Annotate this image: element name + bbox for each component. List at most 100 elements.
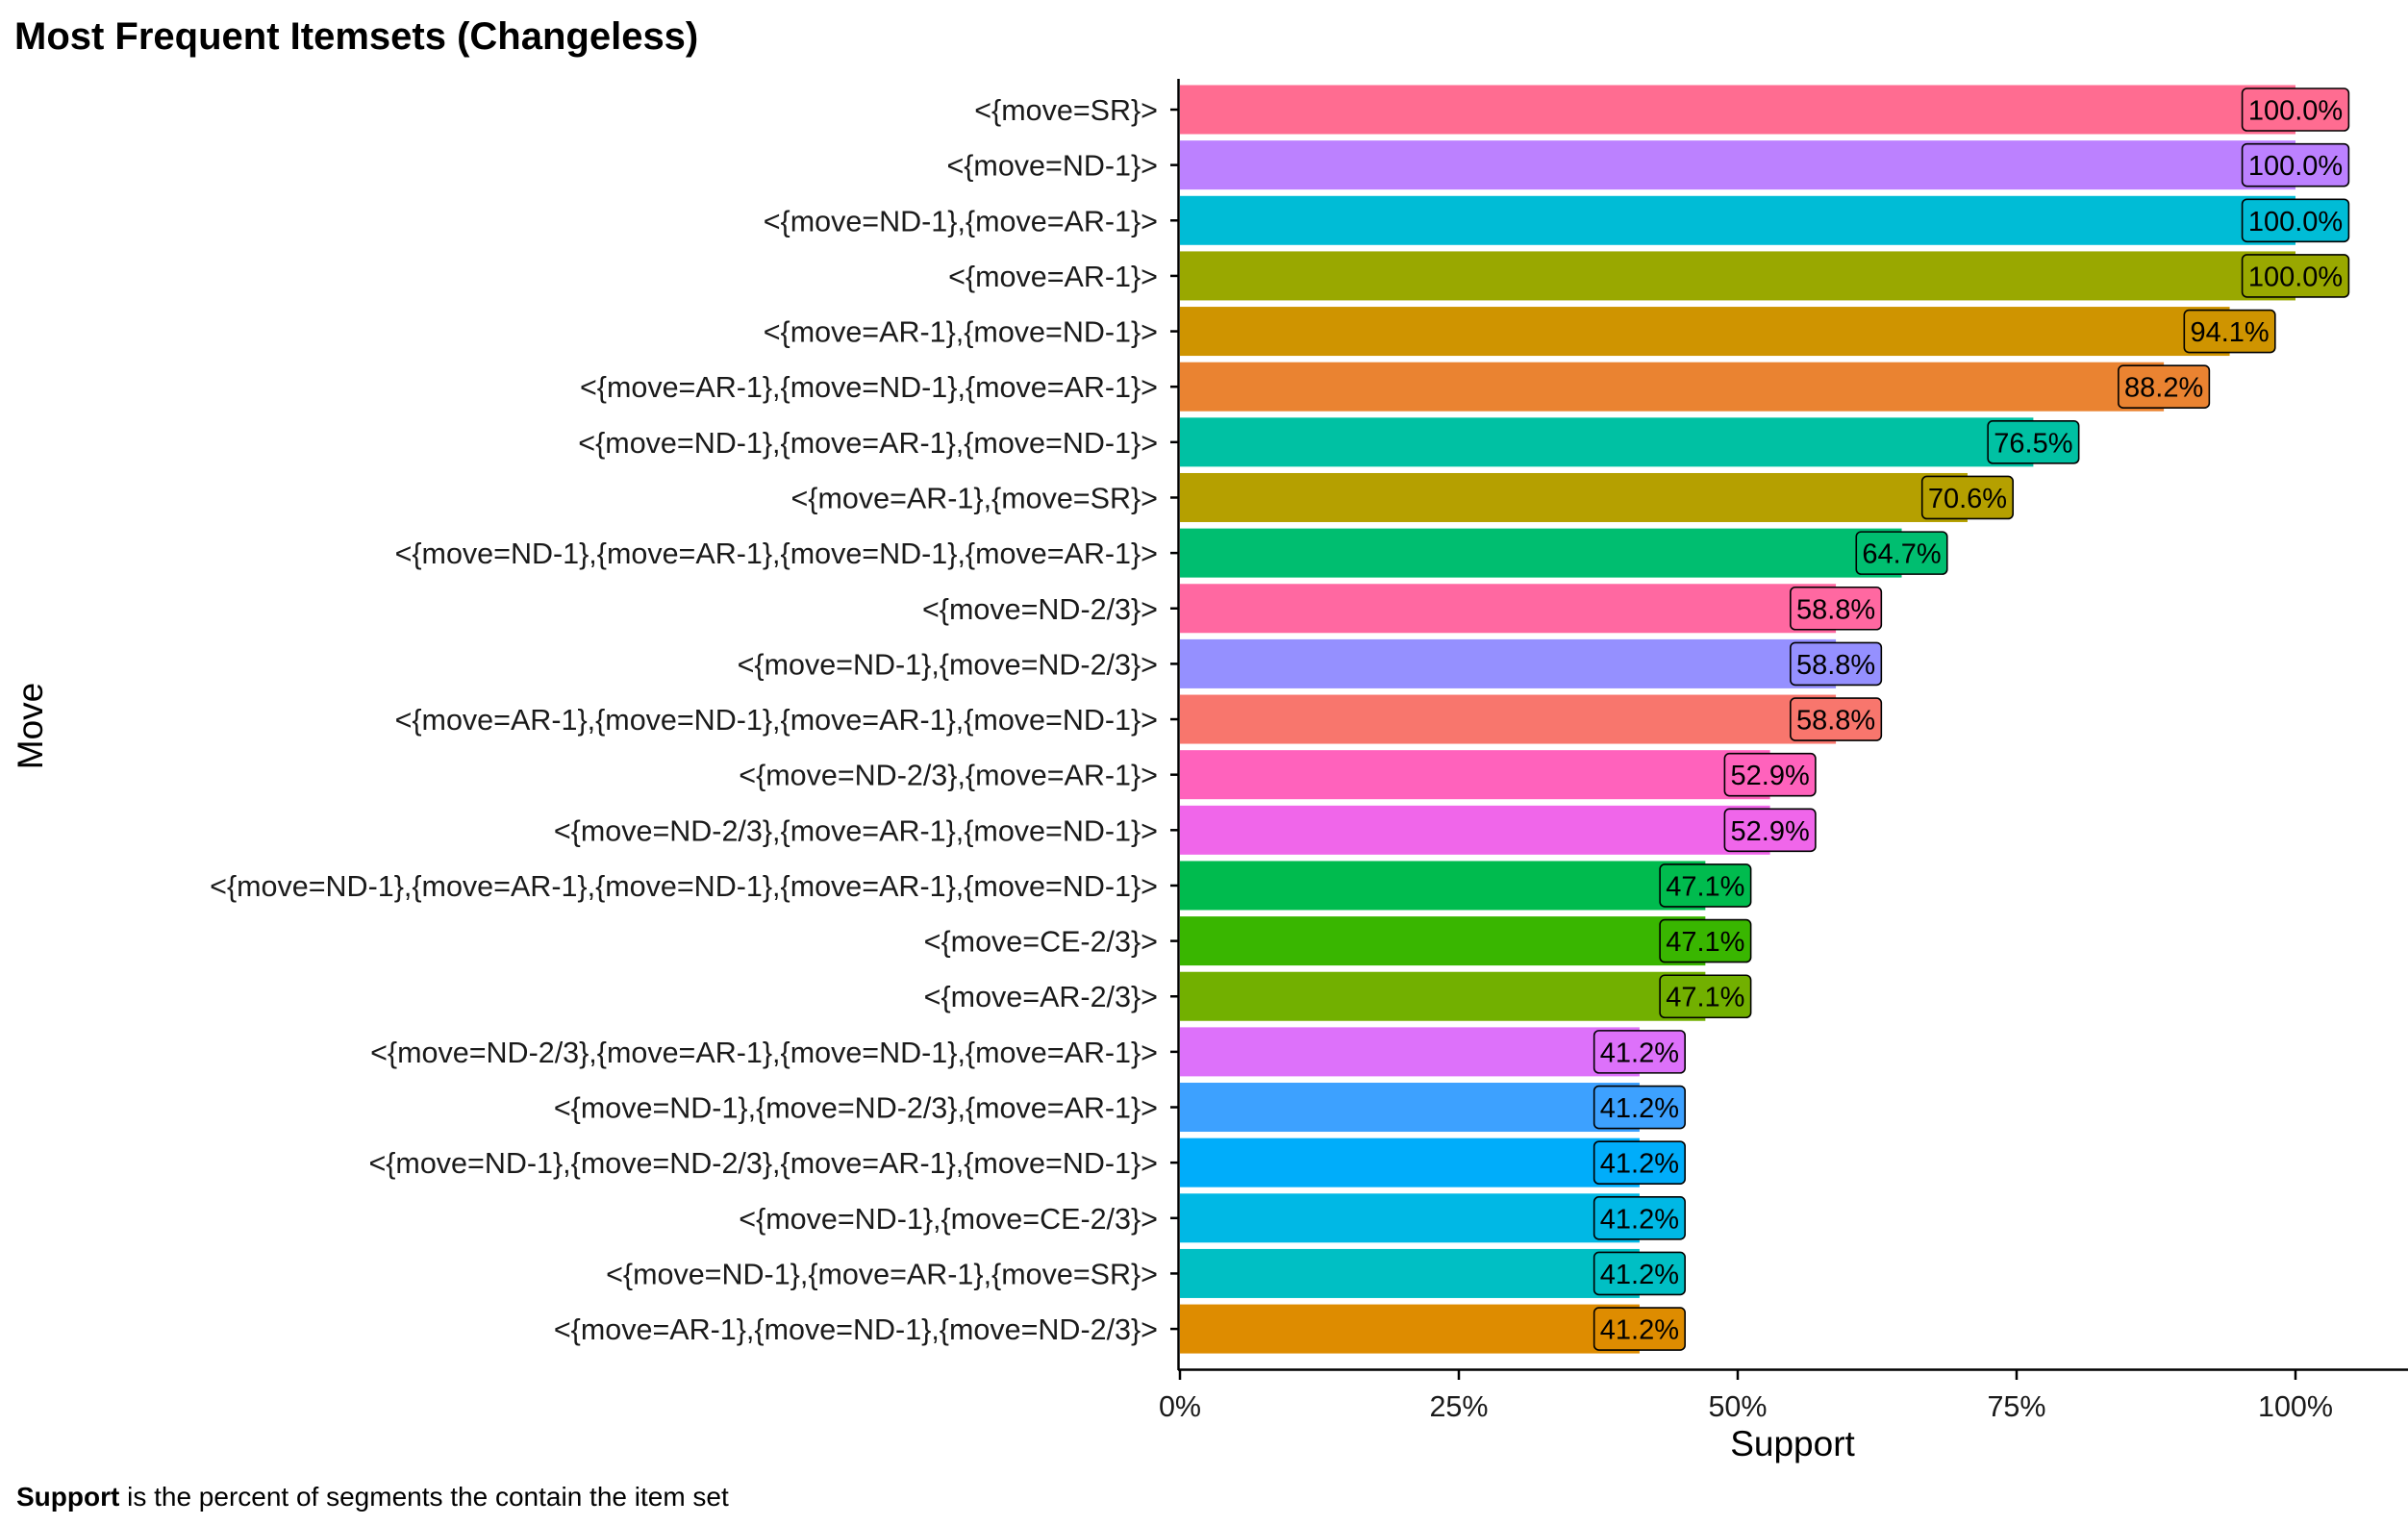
- data-label: 52.9%: [1731, 816, 1810, 847]
- data-label-box: [1659, 918, 1752, 963]
- category-label: <{move=ND-2/3},{move=AR-1},{move=ND-1},{…: [370, 1037, 1158, 1069]
- bar: [1180, 1027, 1640, 1077]
- category-label: <{move=ND-1},{move=CE-2/3}>: [739, 1203, 1158, 1236]
- caption-text: is the percent of segments the contain t…: [119, 1482, 729, 1512]
- category-label: <{move=ND-1},{move=ND-2/3}>: [738, 648, 1158, 681]
- category-label: <{move=ND-1}>: [946, 150, 1158, 183]
- bar: [1180, 750, 1770, 800]
- bar: [1180, 1304, 1640, 1354]
- data-label: 100.0%: [2248, 96, 2343, 127]
- data-label-box: [1593, 1307, 1686, 1351]
- category-label: <{move=ND-1},{move=ND-2/3},{move=AR-1},{…: [368, 1147, 1158, 1180]
- data-label: 41.2%: [1600, 1093, 1679, 1124]
- bar: [1180, 528, 1902, 578]
- category-label: <{move=AR-1},{move=ND-1}>: [764, 316, 1158, 349]
- data-label-box: [1920, 475, 2015, 520]
- data-label-box: [1659, 863, 1752, 908]
- category-label: <{move=AR-1},{move=ND-1},{move=ND-2/3}>: [554, 1313, 1158, 1346]
- x-tick-label: 0%: [1159, 1390, 1201, 1423]
- bar: [1180, 85, 2295, 135]
- category-label: <{move=AR-1},{move=SR}>: [791, 482, 1159, 514]
- data-label: 70.6%: [1928, 484, 2007, 514]
- data-label-box: [1723, 808, 1817, 853]
- data-label-box: [1593, 1140, 1686, 1185]
- data-label-box: [2241, 254, 2350, 298]
- caption: Support is the percent of segments the c…: [16, 1482, 729, 1512]
- bar: [1180, 1083, 1640, 1133]
- category-label: <{move=AR-1},{move=ND-1},{move=AR-1}>: [580, 371, 1158, 404]
- data-label: 58.8%: [1796, 594, 1875, 625]
- y-axis-title: Move: [11, 683, 50, 769]
- data-label-box: [1855, 531, 1948, 575]
- bar: [1180, 1193, 1640, 1243]
- data-label: 47.1%: [1666, 871, 1744, 902]
- bar: [1180, 1138, 1640, 1188]
- category-label: <{move=ND-1},{move=AR-1},{move=ND-1}>: [578, 427, 1158, 460]
- data-label-box: [1790, 586, 1883, 631]
- data-label: 58.8%: [1796, 706, 1875, 737]
- x-tick-label: 25%: [1429, 1390, 1488, 1423]
- bar: [1180, 417, 2034, 467]
- bar: [1180, 584, 1837, 634]
- bar: [1180, 1248, 1640, 1298]
- data-label: 100.0%: [2248, 151, 2343, 182]
- bar: [1180, 805, 1770, 855]
- category-label: <{move=ND-2/3},{move=AR-1},{move=ND-1}>: [554, 814, 1158, 847]
- data-label-box: [1593, 1251, 1686, 1296]
- x-tick-label: 100%: [2258, 1390, 2333, 1423]
- category-label: <{move=AR-1}>: [948, 261, 1158, 293]
- data-label-box: [2241, 88, 2350, 132]
- data-label-box: [1593, 1196, 1686, 1240]
- data-label: 58.8%: [1796, 650, 1875, 681]
- data-label-box: [2241, 198, 2350, 243]
- bar: [1180, 195, 2295, 245]
- caption-bold: Support: [16, 1482, 120, 1512]
- x-axis-ticks: 0% 25% 50% 75% 100%: [1159, 1370, 2333, 1423]
- category-label: <{move=AR-1},{move=ND-1},{move=AR-1},{mo…: [395, 704, 1158, 737]
- chart-title: Most Frequent Itemsets (Changeless): [14, 15, 698, 58]
- bar: [1180, 307, 2230, 357]
- data-label-box: [1790, 641, 1883, 687]
- data-label-box: [1723, 752, 1817, 797]
- category-label: <{move=ND-1},{move=ND-2/3},{move=AR-1}>: [554, 1092, 1158, 1125]
- x-tick-label: 50%: [1708, 1390, 1767, 1423]
- bar: [1180, 251, 2295, 301]
- category-label: <{move=ND-2/3}>: [922, 593, 1158, 626]
- category-label: <{move=ND-1},{move=AR-1}>: [764, 205, 1158, 238]
- data-label: 52.9%: [1731, 761, 1810, 791]
- bar: [1180, 638, 1837, 688]
- data-label: 41.2%: [1600, 1260, 1679, 1290]
- data-label-box: [1987, 420, 2080, 464]
- x-tick-label: 75%: [1987, 1390, 2045, 1423]
- data-label: 41.2%: [1600, 1204, 1679, 1235]
- bar: [1180, 140, 2295, 190]
- data-label: 41.2%: [1600, 1149, 1679, 1180]
- data-label: 41.2%: [1600, 1038, 1679, 1068]
- data-label: 41.2%: [1600, 1315, 1679, 1346]
- bar: [1180, 861, 1706, 911]
- category-label: <{move=SR}>: [974, 94, 1158, 127]
- bar: [1180, 971, 1706, 1021]
- data-label: 64.7%: [1862, 539, 1941, 570]
- category-label: <{move=ND-1},{move=AR-1},{move=ND-1},{mo…: [395, 538, 1158, 570]
- data-label: 100.0%: [2248, 207, 2343, 238]
- data-label: 76.5%: [1994, 428, 2072, 459]
- data-label: 47.1%: [1666, 983, 1744, 1013]
- bars-layer: [1180, 85, 2295, 1354]
- category-label: <{move=ND-1},{move=AR-1},{move=ND-1},{mo…: [210, 870, 1158, 903]
- data-label: 88.2%: [2124, 373, 2203, 404]
- bar: [1180, 472, 1968, 522]
- category-labels: <{move=SR}> <{move=ND-1}> <{move=ND-1},{mo…: [210, 94, 1179, 1346]
- data-label-box: [1790, 697, 1883, 741]
- data-label-box: [2241, 142, 2350, 188]
- category-label: <{move=AR-2/3}>: [924, 981, 1158, 1013]
- bar: [1180, 916, 1706, 966]
- data-labels-layer: 100.0% 100.0% 100.0% 100.0% 94.1% 88.2% 76.5% 7…: [1593, 88, 2350, 1351]
- data-label: 47.1%: [1666, 927, 1744, 958]
- x-axis-title: Support: [1730, 1424, 1855, 1463]
- category-label: <{move=ND-2/3},{move=AR-1}>: [739, 760, 1158, 792]
- bar: [1180, 362, 2165, 412]
- data-label-box: [2183, 309, 2276, 354]
- data-label: 100.0%: [2248, 262, 2343, 292]
